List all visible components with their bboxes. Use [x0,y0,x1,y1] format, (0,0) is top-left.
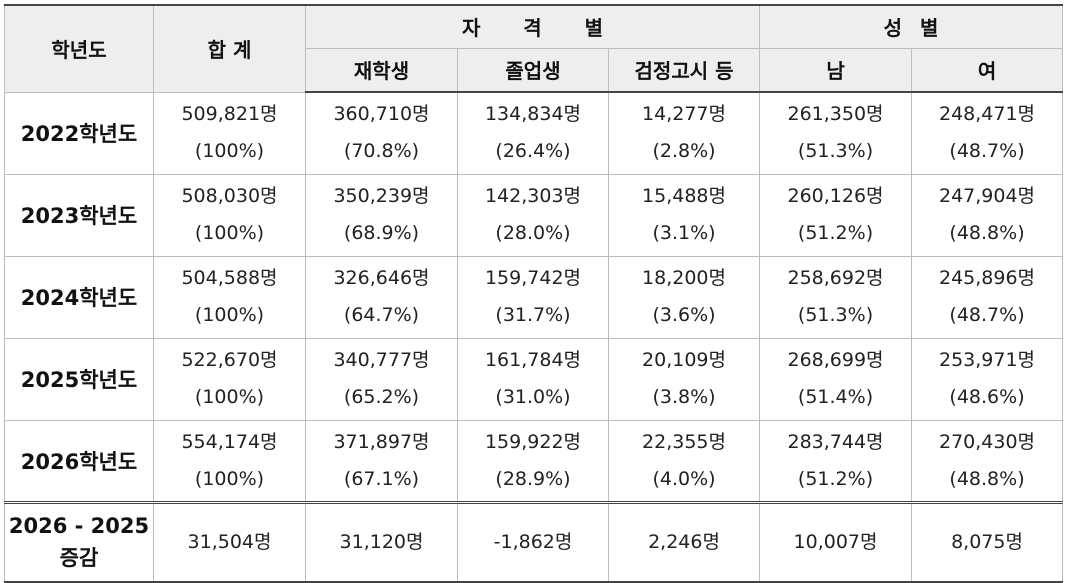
year-cell: 2022학년도 [4,91,154,175]
diff-total-cell: 31,504명 [153,500,306,583]
female-cell: 245,896명 (48.7%) [911,255,1064,339]
header-total: 합 계 [153,4,306,93]
header-graduates: 졸업생 [457,47,609,93]
header-gender: 성별 [759,4,1064,49]
table-row: 2022학년도 509,821명 (100%) 360,710명 (70.8%) 1… [4,91,1064,175]
table-row: 2025학년도 522,670명 (100%) 340,777명 (65.2%) 1… [4,337,1064,421]
total-cell: 522,670명 (100%) [153,337,306,421]
current-students-cell: 371,897명 (67.1%) [305,419,458,503]
table-row: 2026학년도 554,174명 (100%) 371,897명 (67.1%) 1… [4,419,1064,503]
header-ged: 검정고시 등 [607,47,761,93]
female-cell: 253,971명 (48.6%) [911,337,1064,421]
header-male: 남 [759,47,913,93]
current-students-cell: 326,646명 (64.7%) [305,255,458,339]
diff-graduates-cell: -1,862명 [457,500,609,583]
total-cell: 554,174명 (100%) [153,419,306,503]
current-students-cell: 360,710명 (70.8%) [305,91,458,175]
total-cell: 509,821명 (100%) [153,91,306,175]
diff-female-cell: 8,075명 [911,500,1064,583]
ged-cell: 22,355명 (4.0%) [607,419,761,503]
header-female: 여 [911,47,1064,93]
applicant-statistics-table: 학년도 합 계 자 격 별 성별 재학생 졸업생 검정고시 등 남 여 2022… [4,4,1064,583]
graduates-cell: 159,922명 (28.9%) [457,419,609,503]
diff-label-cell: 2026 - 2025 증감 [4,500,154,583]
graduates-cell: 159,742명 (31.7%) [457,255,609,339]
ged-cell: 18,200명 (3.6%) [607,255,761,339]
table-row: 2023학년도 508,030명 (100%) 350,239명 (68.9%) 1… [4,173,1064,257]
male-cell: 258,692명 (51.3%) [759,255,913,339]
diff-ged-cell: 2,246명 [607,500,761,583]
year-cell: 2023학년도 [4,173,154,257]
graduates-cell: 142,303명 (28.0%) [457,173,609,257]
year-cell: 2025학년도 [4,337,154,421]
male-cell: 261,350명 (51.3%) [759,91,913,175]
year-cell: 2024학년도 [4,255,154,339]
header-qualification: 자 격 별 [304,4,761,49]
ged-cell: 20,109명 (3.8%) [607,337,761,421]
table-row: 2024학년도 504,588명 (100%) 326,646명 (64.7%) 1… [4,255,1064,339]
male-cell: 268,699명 (51.4%) [759,337,913,421]
ged-cell: 15,488명 (3.1%) [607,173,761,257]
current-students-cell: 350,239명 (68.9%) [305,173,458,257]
year-cell: 2026학년도 [4,419,154,503]
diff-male-cell: 10,007명 [759,500,913,583]
total-cell: 504,588명 (100%) [153,255,306,339]
total-cell: 508,030명 (100%) [153,173,306,257]
header-year: 학년도 [4,4,154,93]
diff-row: 2026 - 2025 증감 31,504명 31,120명 -1,862명 2,… [4,500,1064,583]
female-cell: 247,904명 (48.8%) [911,173,1064,257]
female-cell: 270,430명 (48.8%) [911,419,1064,503]
diff-current-students-cell: 31,120명 [305,500,458,583]
male-cell: 283,744명 (51.2%) [759,419,913,503]
header-current-students: 재학생 [305,47,458,93]
female-cell: 248,471명 (48.7%) [911,91,1064,175]
male-cell: 260,126명 (51.2%) [759,173,913,257]
ged-cell: 14,277명 (2.8%) [607,91,761,175]
graduates-cell: 161,784명 (31.0%) [457,337,609,421]
graduates-cell: 134,834명 (26.4%) [457,91,609,175]
current-students-cell: 340,777명 (65.2%) [305,337,458,421]
